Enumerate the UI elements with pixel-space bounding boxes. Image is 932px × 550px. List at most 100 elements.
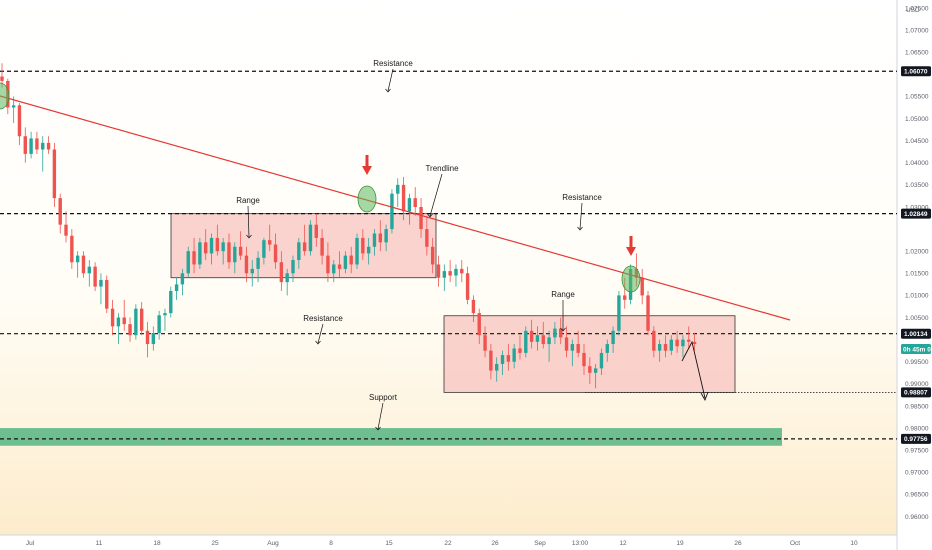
candle-body	[465, 273, 470, 300]
down-arrow-head	[626, 247, 636, 256]
annotation-leader	[429, 173, 443, 217]
candle-body	[52, 149, 57, 199]
candle-body	[454, 268, 458, 276]
candle-body	[599, 352, 604, 369]
annotation-trendline-label: Trendline	[425, 164, 459, 173]
candle-body	[401, 184, 406, 212]
candle-body	[233, 246, 237, 263]
candle-body	[652, 330, 656, 351]
price-axis-panel	[897, 0, 932, 550]
candle-body	[332, 264, 336, 274]
candle-body	[535, 335, 540, 342]
current-price-badge	[901, 344, 931, 355]
price-tick-label: 0.97500	[905, 447, 929, 454]
candle-body	[518, 348, 522, 353]
annotation-leader-tip	[315, 340, 321, 345]
candle-body	[687, 339, 691, 342]
annotation-leader	[317, 323, 324, 344]
candle-body	[320, 237, 324, 256]
candle-body	[0, 76, 4, 81]
candle-body	[204, 242, 208, 254]
annotation-resistance-mid: Resistance	[303, 314, 343, 323]
candle-body	[442, 271, 447, 278]
candle-body	[646, 295, 650, 331]
time-tick-label: 25	[211, 540, 219, 547]
candle-body	[186, 251, 190, 274]
candle-body	[657, 344, 662, 351]
candle-body	[675, 339, 679, 347]
candle-body	[110, 308, 115, 327]
candle-body	[396, 184, 400, 194]
price-tick-label: 0.97000	[905, 470, 929, 477]
candle-body	[564, 337, 569, 351]
annotation-resistance-top: Resistance	[373, 59, 413, 68]
candle-body	[326, 255, 330, 274]
annotation-leader	[387, 68, 394, 92]
annotation-resistance-lower: Resistance	[562, 193, 602, 202]
candle-body	[361, 237, 365, 254]
annotation-leader	[579, 202, 583, 230]
price-tick-label: 1.05000	[905, 116, 929, 123]
price-tick-label: 1.07000	[905, 27, 929, 34]
candle-body	[390, 193, 394, 230]
candle-body	[64, 224, 68, 236]
candle-body	[419, 206, 423, 230]
candle-body	[570, 344, 575, 351]
price-badge-label: 0.98807	[904, 390, 928, 397]
candle-body	[314, 224, 318, 238]
candle-body	[588, 366, 592, 373]
currency-label: USD	[906, 7, 920, 14]
candle-body	[151, 332, 156, 345]
candle-body	[145, 330, 150, 345]
candle-body	[105, 279, 109, 309]
down-arrow-head	[362, 166, 372, 175]
candle-body	[41, 142, 45, 150]
annotation-leader	[247, 205, 250, 238]
candle-body	[70, 235, 74, 263]
price-tick-label: 1.03500	[905, 182, 929, 189]
candle-body	[75, 255, 80, 263]
touch-circle	[621, 265, 641, 293]
candle-body	[273, 244, 278, 263]
price-tick-label: 0.98000	[905, 425, 929, 432]
candle-body	[29, 138, 33, 154]
touch-circle	[357, 185, 377, 213]
price-tick-label: 1.01500	[905, 271, 929, 278]
candle-body	[436, 264, 441, 278]
candle-body	[23, 136, 27, 154]
candle-body	[355, 237, 359, 265]
candle-body	[547, 337, 551, 345]
price-badge-label: 1.06070	[904, 69, 928, 76]
candle-body	[285, 273, 289, 283]
time-tick-label: 15	[385, 540, 393, 547]
candle-body	[413, 198, 417, 207]
annotation-leader-tip	[246, 234, 252, 239]
candle-body	[553, 328, 557, 338]
candle-body	[541, 335, 545, 345]
candle-body	[529, 330, 534, 342]
candle-body	[593, 368, 598, 373]
projection-path	[681, 340, 706, 399]
candle-body	[337, 264, 342, 269]
candle-body	[11, 105, 16, 108]
time-tick-label: Sep	[534, 540, 546, 547]
annotation-leader-tip	[375, 426, 381, 431]
time-tick-label: 18	[153, 540, 161, 547]
price-badge	[901, 66, 931, 77]
candle-body	[483, 335, 487, 351]
candle-body	[209, 237, 214, 254]
candle-body	[128, 324, 132, 336]
price-tick-label: 1.01000	[905, 293, 929, 300]
price-tick-label: 1.04000	[905, 160, 929, 167]
trendline[interactable]	[0, 95, 791, 321]
candle-body	[308, 224, 313, 252]
candle-body	[477, 313, 481, 336]
candle-body	[99, 279, 103, 287]
price-tick-label: 0.99500	[905, 359, 929, 366]
candle-body	[471, 299, 476, 314]
annotation-leader-tip	[427, 213, 433, 218]
time-tick-label: 12	[619, 540, 627, 547]
price-tick-label: 1.06500	[905, 50, 929, 57]
